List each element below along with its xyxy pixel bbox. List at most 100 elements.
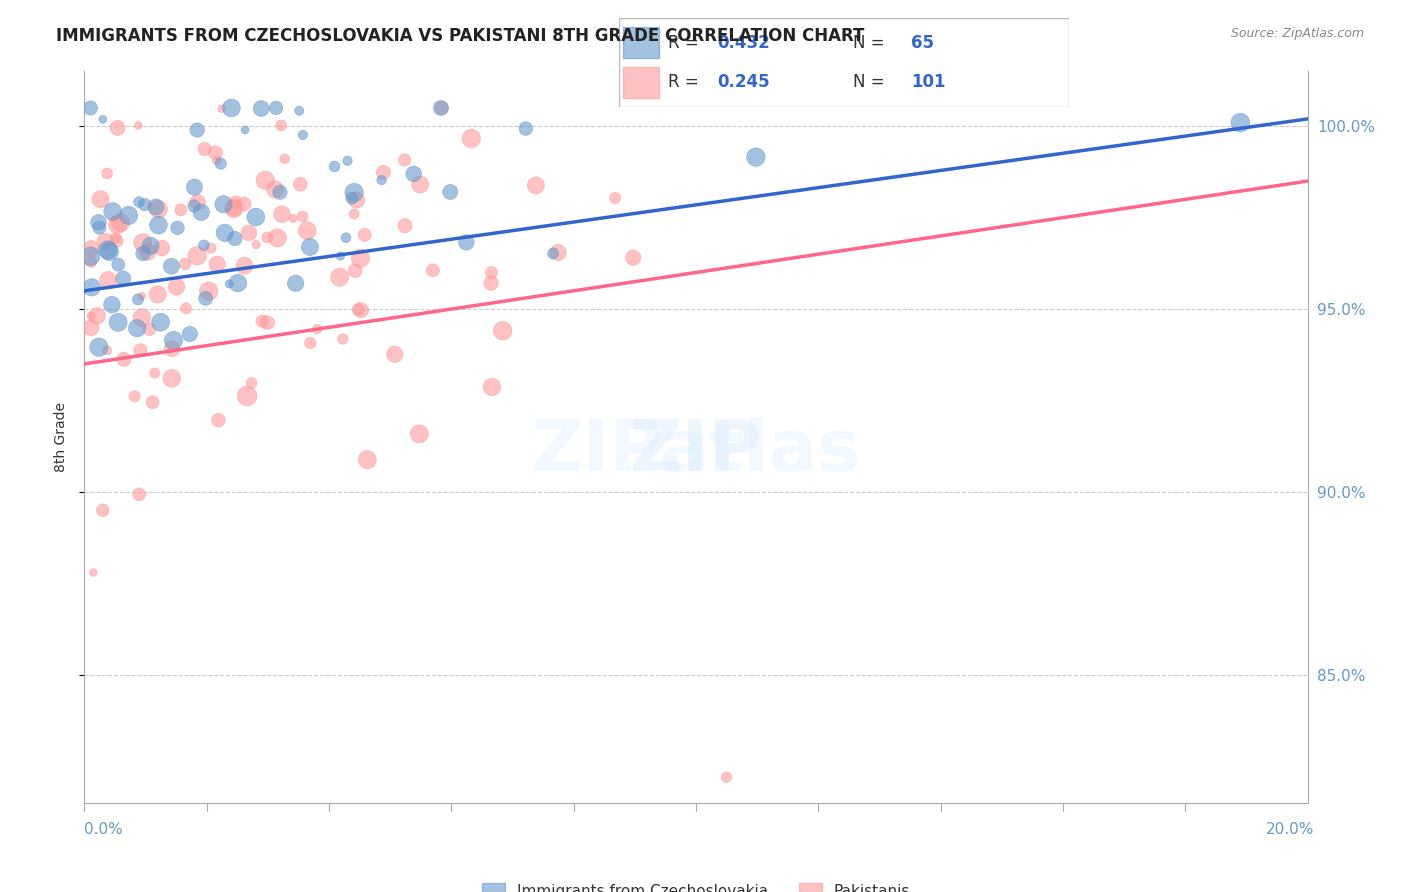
- Point: [112, 352, 135, 367]
- Point: [139, 238, 162, 252]
- Point: [350, 303, 373, 318]
- Point: [439, 185, 461, 199]
- Point: [515, 121, 537, 136]
- Point: [79, 249, 101, 263]
- Point: [160, 342, 183, 356]
- Point: [166, 280, 188, 294]
- Point: [128, 194, 150, 209]
- Point: [603, 191, 626, 205]
- Point: [346, 193, 368, 207]
- Point: [460, 131, 482, 145]
- Point: [209, 156, 232, 170]
- Point: [745, 150, 768, 164]
- Point: [481, 266, 503, 280]
- Point: [166, 220, 188, 235]
- Point: [89, 220, 111, 235]
- Point: [183, 199, 205, 213]
- Point: [174, 257, 197, 271]
- Point: [160, 259, 183, 273]
- Text: ZIP: ZIP: [630, 417, 762, 486]
- Point: [349, 251, 371, 265]
- Point: [343, 186, 366, 200]
- Point: [101, 298, 124, 312]
- Point: [541, 246, 564, 260]
- Point: [87, 215, 110, 229]
- Point: [107, 258, 129, 272]
- Point: [481, 380, 503, 394]
- Point: [183, 180, 205, 194]
- Text: 0.0%: 0.0%: [84, 822, 124, 837]
- Point: [408, 426, 430, 441]
- Point: [479, 276, 502, 290]
- Point: [329, 249, 352, 263]
- Point: [186, 249, 208, 263]
- Point: [170, 202, 193, 217]
- Point: [370, 173, 392, 187]
- Point: [186, 123, 208, 137]
- Point: [136, 244, 159, 259]
- Point: [264, 101, 287, 115]
- Point: [124, 389, 146, 403]
- Point: [80, 242, 103, 256]
- Point: [356, 452, 378, 467]
- Point: [245, 210, 267, 224]
- Text: 20.0%: 20.0%: [1267, 822, 1315, 837]
- Point: [127, 293, 149, 307]
- Point: [1229, 115, 1251, 129]
- Point: [174, 301, 197, 316]
- Point: [245, 237, 267, 252]
- Point: [110, 215, 132, 229]
- Point: [148, 202, 170, 216]
- Bar: [623, 67, 659, 98]
- Point: [142, 395, 165, 409]
- Point: [97, 243, 120, 257]
- Point: [323, 160, 346, 174]
- Point: [254, 173, 277, 187]
- Point: [160, 371, 183, 385]
- Point: [224, 231, 246, 245]
- Point: [135, 244, 157, 258]
- Point: [104, 231, 127, 245]
- Point: [305, 322, 328, 336]
- Text: 65: 65: [911, 34, 934, 52]
- Point: [205, 257, 228, 271]
- Point: [256, 316, 278, 330]
- Point: [89, 192, 111, 206]
- Point: [621, 251, 644, 265]
- Point: [150, 241, 173, 255]
- Point: [80, 280, 103, 294]
- Text: 0.245: 0.245: [717, 73, 770, 91]
- Point: [238, 226, 260, 240]
- Y-axis label: 8th Grade: 8th Grade: [53, 402, 67, 472]
- Point: [284, 277, 307, 291]
- Point: [264, 182, 287, 196]
- Text: R =: R =: [668, 73, 704, 91]
- Point: [270, 119, 292, 133]
- Point: [204, 145, 226, 160]
- Point: [149, 315, 172, 329]
- Point: [194, 142, 217, 156]
- Point: [187, 195, 209, 210]
- Point: [134, 197, 156, 211]
- Point: [80, 310, 103, 324]
- Point: [402, 167, 425, 181]
- Text: N =: N =: [852, 73, 890, 91]
- Point: [132, 246, 155, 260]
- Point: [240, 376, 263, 390]
- Point: [340, 191, 363, 205]
- Point: [288, 103, 311, 118]
- Point: [200, 241, 222, 255]
- Point: [98, 244, 121, 259]
- Point: [233, 259, 256, 273]
- Point: [394, 219, 416, 233]
- Point: [295, 224, 318, 238]
- Point: [335, 230, 357, 244]
- Point: [138, 322, 160, 336]
- Point: [329, 270, 352, 285]
- Point: [344, 264, 367, 278]
- Point: [205, 153, 228, 168]
- Point: [332, 332, 354, 346]
- Point: [222, 202, 245, 216]
- Point: [96, 166, 118, 180]
- Point: [547, 245, 569, 260]
